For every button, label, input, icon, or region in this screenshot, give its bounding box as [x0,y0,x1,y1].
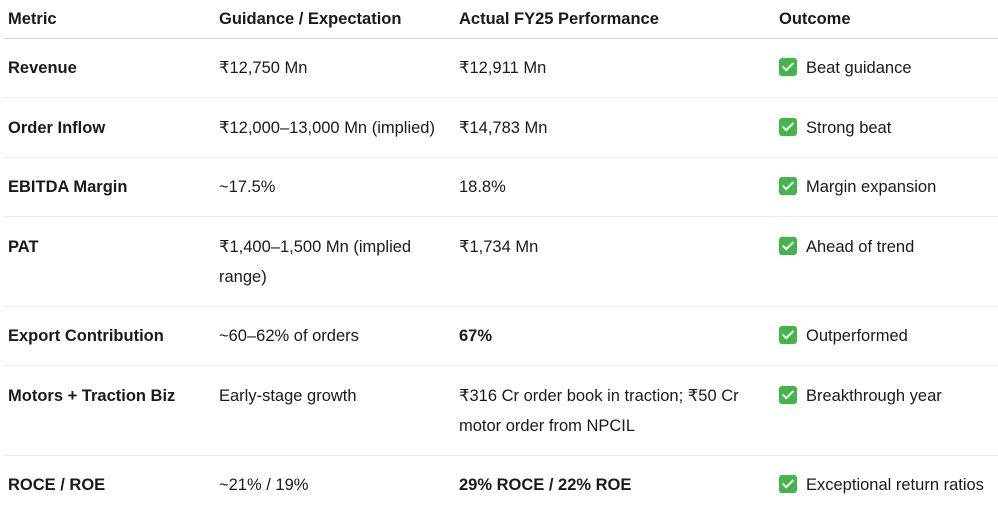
outcome-cell: Outperformed [774,306,998,366]
guidance-cell: ~60–62% of orders [214,306,454,366]
outcome-text: Ahead of trend [806,238,915,256]
actual-cell: ₹1,734 Mn [454,216,774,307]
check-mark-icon [779,177,797,195]
actual-cell: 29% ROCE / 22% ROE [459,476,632,494]
table-row: EBITDA Margin ~17.5% 18.8% Margin expans… [3,157,998,217]
header-actual: Actual FY25 Performance [454,0,774,39]
metric-cell: Order Inflow [3,97,214,158]
outcome-text: Outperformed [806,327,908,345]
outcome-text: Beat guidance [806,59,912,77]
metric-cell: EBITDA Margin [3,157,214,217]
header-guidance: Guidance / Expectation [214,0,454,39]
table-row: Revenue ₹12,750 Mn ₹12,911 Mn Beat guida… [3,38,998,98]
metric-cell: Motors + Traction Biz [3,365,214,456]
actual-cell: 67% [454,306,774,366]
outcome-cell: Ahead of trend [774,216,998,307]
metric-cell: ROCE / ROE [8,476,106,494]
outcome-cell: Breakthrough year [774,365,998,456]
outcome-text: Margin expansion [806,178,937,196]
outcome-text: Exceptional return ratios [806,476,984,494]
table-body: Revenue ₹12,750 Mn ₹12,911 Mn Beat guida… [3,38,998,515]
outcome-text: Breakthrough year [806,387,942,405]
actual-cell: ₹316 Cr order book in traction; ₹50 Cr m… [454,365,774,456]
header-metric: Metric [3,0,214,39]
outcome-cell: Strong beat [774,97,998,158]
guidance-cell: ~17.5% [214,157,454,217]
check-mark-icon [779,118,797,136]
table-header: Metric Guidance / Expectation Actual FY2… [3,0,998,39]
metric-cell: Revenue [3,38,214,98]
guidance-cell: Early-stage growth [214,365,454,456]
actual-cell: ₹14,783 Mn [454,97,774,158]
outcome-cell: Beat guidance [774,38,998,98]
actual-cell: ₹12,911 Mn [454,38,774,98]
check-mark-icon [779,58,797,76]
guidance-cell: ₹12,750 Mn [214,38,454,98]
table-row: ROCE / ROE ~21% / 19% 29% ROCE / 22% ROE… [3,456,998,515]
header-row: Metric Guidance / Expectation Actual FY2… [3,0,998,39]
outcome-cell: Exceptional return ratios [774,456,998,515]
guidance-cell: ₹1,400–1,500 Mn (implied range) [214,216,454,307]
outcome-text: Strong beat [806,119,892,137]
check-mark-icon [779,326,797,344]
table-row: Export Contribution ~60–62% of orders 67… [3,306,998,366]
table-row: Order Inflow ₹12,000–13,000 Mn (implied)… [3,97,998,158]
guidance-vs-actual-table: Metric Guidance / Expectation Actual FY2… [3,0,998,514]
outcome-cell: Margin expansion [774,157,998,217]
check-mark-icon [779,237,797,255]
table-row: Motors + Traction Biz Early-stage growth… [3,365,998,456]
guidance-cell: ₹12,000–13,000 Mn (implied) [214,97,454,158]
actual-cell: 18.8% [454,157,774,217]
metric-cell: PAT [3,216,214,307]
check-mark-icon [779,386,797,404]
metric-cell: Export Contribution [3,306,214,366]
table-row: PAT ₹1,400–1,500 Mn (implied range) ₹1,7… [3,216,998,307]
header-outcome: Outcome [774,0,998,39]
guidance-cell: ~21% / 19% [219,476,309,494]
check-mark-icon [779,475,797,493]
